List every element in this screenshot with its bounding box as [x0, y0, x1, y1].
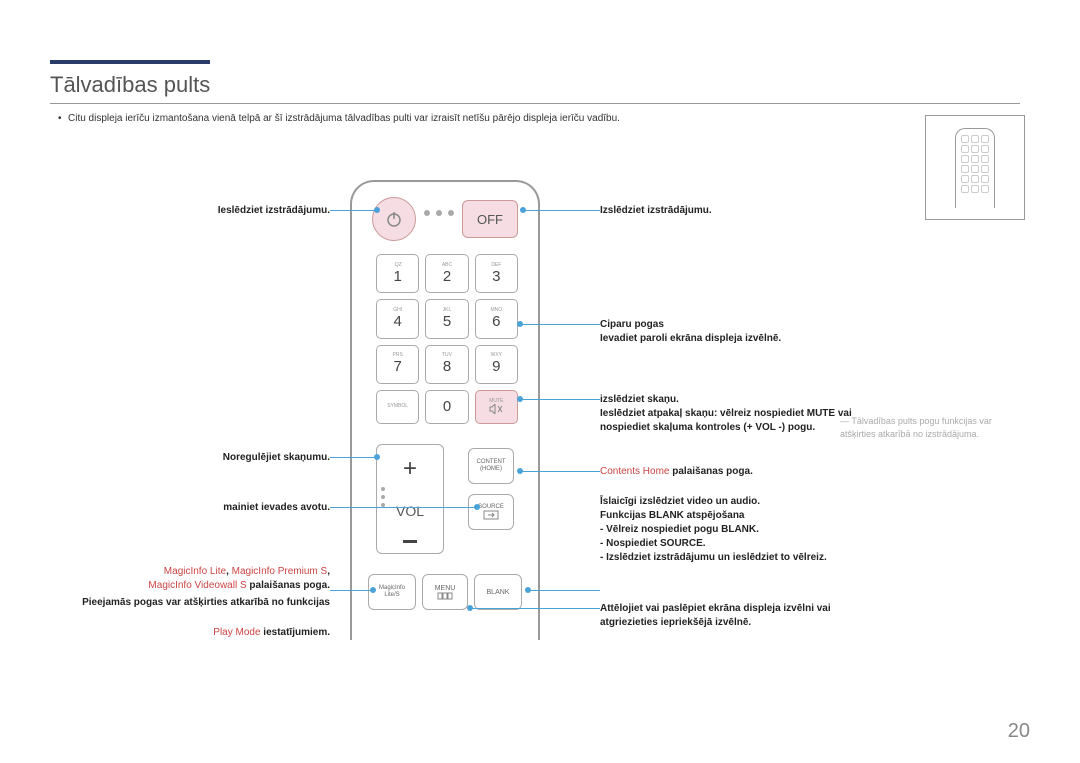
off-button: OFF [462, 200, 518, 238]
lead-dot [370, 587, 376, 593]
lead-line [470, 608, 600, 609]
key-mute: MUTE [475, 390, 518, 424]
lead-line [520, 399, 600, 400]
key-1: .QZ1 [376, 254, 419, 293]
remote-illustration: OFF .QZ1 ABC2 DEF3 GHI4 JKL5 MNO6 PRS7 T… [350, 180, 540, 660]
label-blank: Īslaicīgi izslēdziet video un audio. Fun… [600, 495, 890, 565]
remote-thumbnail [925, 115, 1025, 220]
lead-line [330, 210, 376, 211]
label-menu: Attēlojiet vai paslēpiet ekrāna displeja… [600, 602, 880, 630]
lead-dot [520, 207, 526, 213]
lead-line [528, 590, 600, 591]
label-source: mainiet ievades avotu. [50, 501, 330, 515]
key-7: PRS7 [376, 345, 419, 384]
label-volume: Noregulējiet skaņumu. [50, 451, 330, 465]
content-home-button: CONTENT(HOME) [468, 448, 514, 484]
source-button: SOURCE [468, 494, 514, 530]
lead-line [330, 457, 376, 458]
lead-dot [467, 605, 473, 611]
lead-dot [517, 468, 523, 474]
key-symbol: SYMBOL [376, 390, 419, 424]
notice-text: Citu displeja ierīču izmantošana vienā t… [68, 113, 620, 124]
label-power-on: Ieslēdziet izstrādājumu. [50, 204, 330, 218]
page-number: 20 [1008, 720, 1030, 743]
key-8: TUV8 [425, 345, 468, 384]
lead-dot [525, 587, 531, 593]
footnote: Tālvadības pults pogu funkcijas var atšķ… [840, 415, 1025, 440]
lead-dot [374, 454, 380, 460]
lead-line [520, 471, 600, 472]
lead-line [520, 324, 600, 325]
power-button [372, 197, 416, 241]
lead-line [330, 590, 372, 591]
lead-dot [374, 207, 380, 213]
lead-dot [474, 504, 480, 510]
key-0: 0 [425, 390, 468, 424]
key-9: WXY9 [475, 345, 518, 384]
page-title: Tālvadības pults [50, 72, 1020, 104]
key-3: DEF3 [475, 254, 518, 293]
label-magicinfo: MagicInfo Lite, MagicInfo Premium S, Mag… [30, 565, 330, 593]
blank-button: BLANK [474, 574, 522, 610]
lead-line [330, 507, 476, 508]
label-playmode: Play Mode iestatījumiem. [80, 626, 330, 640]
label-digits: Ciparu pogasIevadiet paroli ekrāna displ… [600, 318, 860, 346]
label-contents-home: Contents Home palaišanas poga. [600, 465, 860, 479]
lead-dot [517, 321, 523, 327]
label-power-off: Izslēdziet izstrādājumu. [600, 204, 860, 218]
key-5: JKL5 [425, 299, 468, 338]
label-note-buttons: Pieejamās pogas var atšķirties atkarībā … [80, 596, 330, 610]
key-6: MNO6 [475, 299, 518, 338]
key-4: GHI4 [376, 299, 419, 338]
title-accent [50, 60, 210, 64]
number-pad: .QZ1 ABC2 DEF3 GHI4 JKL5 MNO6 PRS7 TUV8 … [376, 254, 518, 424]
menu-button: MENU [422, 574, 468, 610]
key-2: ABC2 [425, 254, 468, 293]
indicator-dots [424, 210, 430, 216]
lead-line [523, 210, 600, 211]
lead-dot [517, 396, 523, 402]
volume-rocker: + VOL [376, 444, 444, 554]
